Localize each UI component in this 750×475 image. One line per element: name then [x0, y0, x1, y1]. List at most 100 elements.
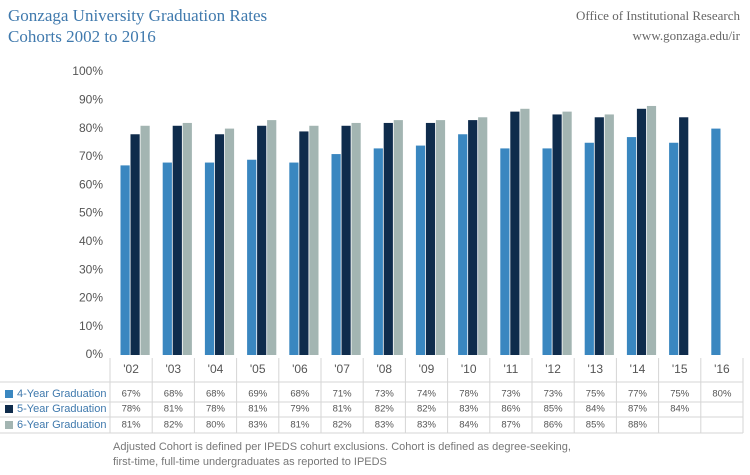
- table-cell: 84%: [670, 404, 690, 415]
- table-cell: 81%: [333, 404, 353, 415]
- table-cell: 78%: [206, 404, 226, 415]
- x-tick-label: '12: [545, 362, 561, 376]
- table-cell: 85%: [544, 404, 564, 415]
- table-cell: 68%: [164, 389, 184, 400]
- table-cell: 73%: [375, 389, 395, 400]
- table-cell: 74%: [417, 389, 437, 400]
- table-cell: 75%: [586, 389, 606, 400]
- bar: [162, 162, 172, 355]
- table-cell: 73%: [544, 389, 564, 400]
- bar: [415, 145, 426, 355]
- x-tick-label: '09: [419, 362, 435, 376]
- bar: [636, 108, 647, 355]
- y-tick-label: 10%: [79, 319, 103, 333]
- table-cell: 80%: [712, 389, 732, 400]
- legend-label: 4-Year Graduation: [17, 388, 107, 400]
- bar: [425, 122, 436, 355]
- bar: [299, 131, 309, 355]
- chart-title: Gonzaga University Graduation Rates: [8, 6, 267, 25]
- source: Office of Institutional Research: [576, 8, 741, 23]
- bar: [458, 134, 468, 355]
- source-url: www.gonzaga.edu/ir: [633, 28, 741, 43]
- bar: [140, 125, 150, 356]
- bar: [373, 148, 383, 355]
- table-cell: 84%: [586, 404, 606, 415]
- y-tick-label: 60%: [79, 177, 103, 191]
- bar: [267, 120, 277, 355]
- x-tick-label: '13: [587, 362, 603, 376]
- y-tick-label: 50%: [79, 206, 103, 220]
- bar: [468, 120, 478, 355]
- table-cell: 78%: [459, 389, 479, 400]
- table-cell: 68%: [290, 389, 310, 400]
- table-cell: 79%: [290, 404, 310, 415]
- legend-label: 5-Year Graduation: [17, 403, 107, 415]
- table-cell: 83%: [248, 420, 268, 431]
- x-tick-label: '10: [461, 362, 477, 376]
- table-cell: 88%: [628, 420, 648, 431]
- bar: [214, 134, 225, 355]
- table-cell: 86%: [544, 420, 564, 431]
- bar: [120, 165, 130, 355]
- footnote: Adjusted Cohort is defined per IPEDS coh…: [113, 441, 571, 453]
- footnote: first-time, full-time undergraduates as …: [113, 456, 387, 468]
- y-tick-label: 90%: [79, 92, 103, 106]
- bar: [679, 117, 689, 355]
- bar: [309, 125, 319, 356]
- x-tick-label: '02: [123, 362, 139, 376]
- bar: [646, 105, 657, 356]
- bar: [351, 122, 361, 355]
- y-tick-label: 70%: [79, 149, 103, 163]
- x-tick-label: '16: [714, 362, 730, 376]
- bar: [552, 114, 562, 355]
- table-cell: 81%: [290, 420, 310, 431]
- x-tick-label: '11: [504, 362, 519, 376]
- table-cell: 84%: [459, 420, 479, 431]
- y-tick-label: 100%: [72, 64, 103, 78]
- x-tick-label: '06: [292, 362, 308, 376]
- table-cell: 81%: [122, 420, 142, 431]
- x-tick-label: '05: [250, 362, 266, 376]
- legend-label: 6-Year Graduation: [17, 419, 107, 431]
- chart-subtitle: Cohorts 2002 to 2016: [8, 27, 156, 46]
- y-tick-label: 30%: [79, 262, 103, 276]
- table-cell: 67%: [122, 389, 142, 400]
- bar: [584, 142, 594, 355]
- y-tick-label: 0%: [86, 347, 104, 361]
- bar: [500, 148, 510, 355]
- bar: [331, 154, 341, 355]
- x-tick-label: '04: [208, 362, 224, 376]
- x-tick-label: '08: [376, 362, 392, 376]
- bar: [341, 125, 351, 356]
- table-cell: 71%: [333, 389, 353, 400]
- table-cell: 87%: [628, 404, 648, 415]
- bar: [520, 108, 530, 355]
- legend-swatch: [5, 405, 13, 413]
- table-cell: 82%: [164, 420, 184, 431]
- table-cell: 81%: [164, 404, 184, 415]
- table-cell: 81%: [248, 404, 268, 415]
- y-tick-label: 20%: [79, 291, 103, 305]
- table-cell: 77%: [628, 389, 648, 400]
- legend-swatch: [5, 390, 13, 398]
- x-tick-label: '15: [672, 362, 688, 376]
- y-tick-label: 40%: [79, 234, 103, 248]
- legend-swatch: [5, 421, 13, 429]
- bar: [247, 159, 257, 355]
- bar: [130, 134, 140, 355]
- table-cell: 69%: [248, 389, 268, 400]
- bar: [224, 128, 235, 355]
- table-cell: 75%: [670, 389, 690, 400]
- bar: [562, 111, 572, 356]
- bar: [604, 114, 614, 355]
- bar: [383, 122, 393, 355]
- table-cell: 83%: [459, 404, 479, 415]
- bar: [435, 120, 446, 355]
- x-tick-label: '03: [165, 362, 181, 376]
- x-tick-label: '14: [630, 362, 646, 376]
- table-cell: 82%: [375, 404, 395, 415]
- table-cell: 86%: [501, 404, 521, 415]
- table-cell: 80%: [206, 420, 226, 431]
- table-cell: 78%: [122, 404, 142, 415]
